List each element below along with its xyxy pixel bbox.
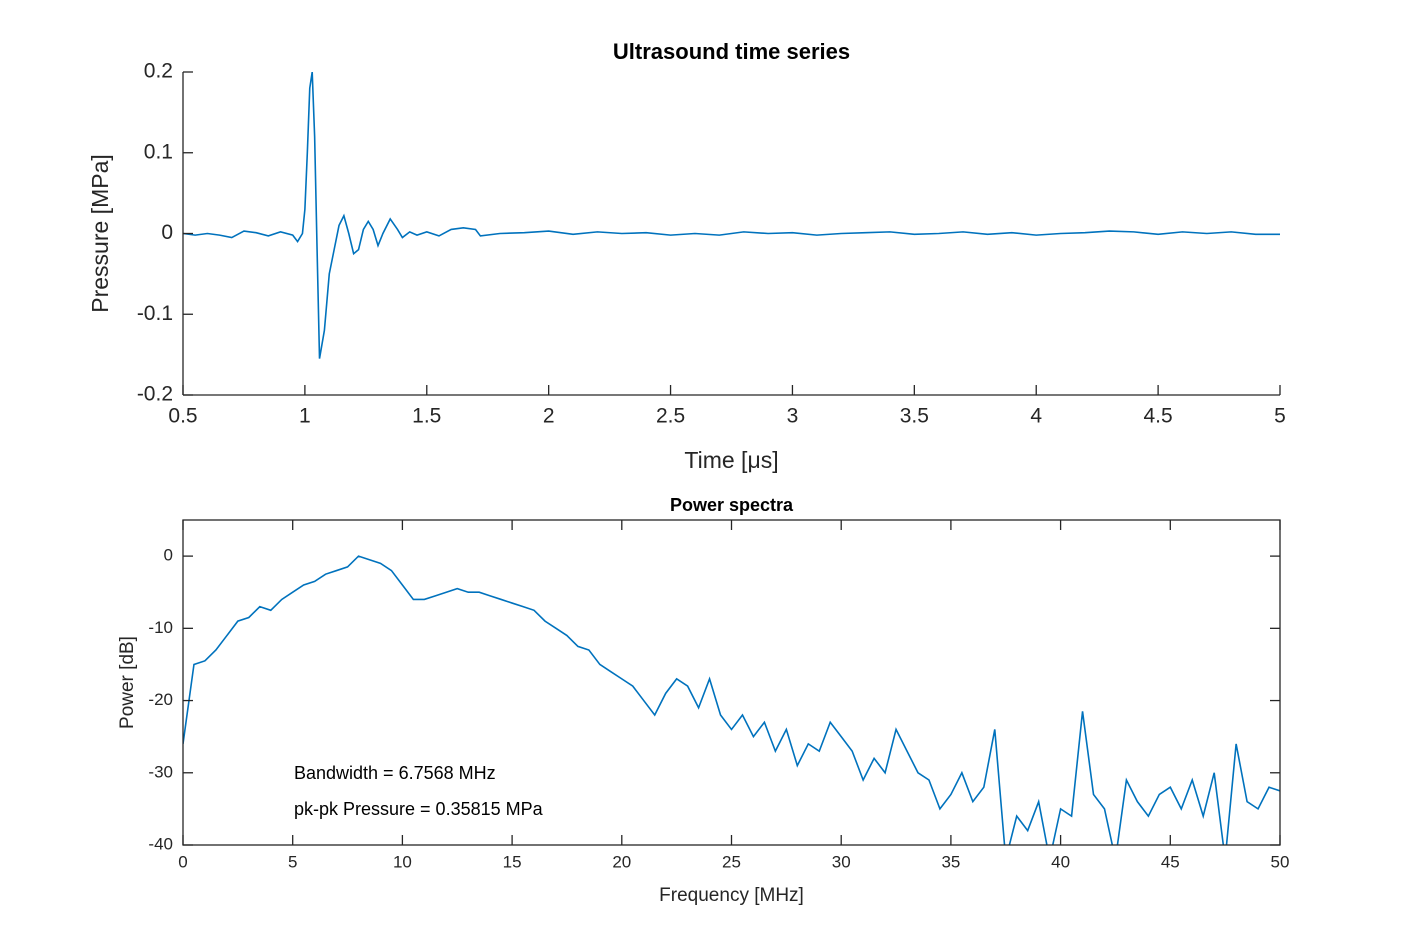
y-tick-label: -40 <box>148 834 173 853</box>
y-tick-label: 0 <box>164 546 173 565</box>
x-tick-label: 0 <box>178 852 187 871</box>
x-tick-label: 25 <box>722 852 741 871</box>
annotation: Bandwidth = 6.7568 MHz <box>294 763 496 783</box>
x-tick-label: 4.5 <box>1144 405 1173 428</box>
x-tick-label: 20 <box>612 852 631 871</box>
x-tick-label: 3 <box>787 405 799 428</box>
x-axis-label: Frequency [MHz] <box>659 885 804 906</box>
x-tick-label: 3.5 <box>900 405 929 428</box>
x-tick-label: 50 <box>1271 852 1290 871</box>
x-tick-label: 1.5 <box>412 405 441 428</box>
x-tick-label: 1 <box>299 405 311 428</box>
x-tick-label: 35 <box>941 852 960 871</box>
y-tick-label: -20 <box>148 690 173 709</box>
y-tick-label: -0.1 <box>137 302 173 325</box>
x-axis-label: Time [μs] <box>684 447 778 473</box>
x-tick-label: 5 <box>1274 405 1286 428</box>
axes: 0 5 10 15 20 25 30 35 40 45 50 -40 -30 -20 -10 0 Power s… <box>117 495 1289 906</box>
x-tick-label: 40 <box>1051 852 1070 871</box>
chart-title: Power spectra <box>670 495 794 515</box>
x-tick-label: 10 <box>393 852 412 871</box>
y-tick-label: 0 <box>161 221 173 244</box>
data-line <box>183 72 1280 359</box>
chart-title: Ultrasound time series <box>613 39 850 64</box>
annotation: pk-pk Pressure = 0.35815 MPa <box>294 799 544 819</box>
y-tick-label: 0.1 <box>144 140 173 163</box>
x-tick-label: 2 <box>543 405 555 428</box>
x-tick-label: 45 <box>1161 852 1180 871</box>
x-tick-label: 5 <box>288 852 297 871</box>
y-tick-label: -0.2 <box>137 383 173 406</box>
data-line <box>183 555 1280 845</box>
x-tick-label: 30 <box>832 852 851 871</box>
y-axis-label: Pressure [MPa] <box>87 154 113 313</box>
y-tick-label: 0.2 <box>144 60 173 83</box>
x-tick-label: 15 <box>503 852 522 871</box>
x-tick-label: 4 <box>1030 405 1042 428</box>
y-axis-label: Power [dB] <box>117 636 138 729</box>
y-tick-label: -10 <box>148 618 173 637</box>
axes: 0.5 1 1.5 2 2.5 3 3.5 4 4.5 5 -0.2 -0.1 0 0.1 0.2 Ultra… <box>87 39 1286 473</box>
x-tick-label: 2.5 <box>656 405 685 428</box>
x-tick-label: 0.5 <box>168 405 197 428</box>
y-tick-label: -30 <box>148 762 173 781</box>
